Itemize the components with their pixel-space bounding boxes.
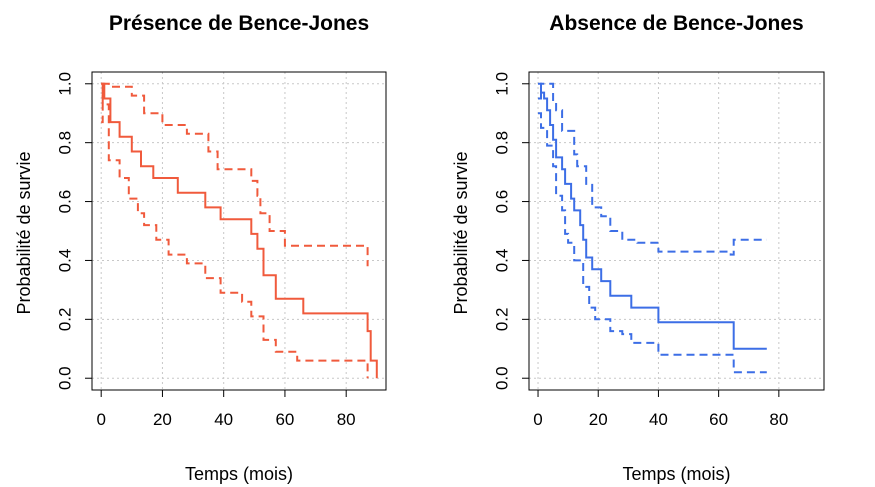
x-tick-label: 60 bbox=[709, 410, 728, 429]
chart-title: Présence de Bence-Jones bbox=[109, 12, 369, 35]
chart-title: Absence de Bence-Jones bbox=[549, 12, 803, 35]
x-tick-label: 40 bbox=[649, 410, 668, 429]
x-tick-label: 20 bbox=[589, 410, 608, 429]
upper-ci-line bbox=[538, 82, 767, 256]
plot-frame bbox=[528, 71, 825, 391]
x-tick-label: 80 bbox=[337, 410, 356, 429]
lower-ci-line bbox=[101, 82, 369, 379]
y-tick-label: 0.8 bbox=[493, 131, 512, 155]
y-tick-label: 0.8 bbox=[56, 131, 75, 155]
x-tick-label: 20 bbox=[153, 410, 172, 429]
y-axis-label: Probabilité de survie bbox=[451, 151, 471, 314]
y-tick-label: 0.6 bbox=[56, 190, 75, 214]
x-tick-label: 40 bbox=[214, 410, 233, 429]
y-tick-label: 0.0 bbox=[56, 366, 75, 390]
y-tick-label: 0.0 bbox=[493, 366, 512, 390]
x-tick-label: 80 bbox=[769, 410, 788, 429]
survival-curve-line bbox=[538, 82, 767, 350]
upper-ci-line bbox=[101, 82, 369, 267]
lower-ci-line bbox=[538, 112, 767, 374]
x-tick-label: 0 bbox=[96, 410, 105, 429]
y-tick-label: 0.6 bbox=[493, 190, 512, 214]
chart-panel-2: 0 20 40 60 80 0.0 0.2 0.4 0.6 0.8 1.0 Absence de Be… bbox=[451, 12, 825, 484]
y-tick-label: 0.2 bbox=[56, 308, 75, 332]
y-tick-label: 1.0 bbox=[56, 72, 75, 96]
y-tick-label: 1.0 bbox=[493, 72, 512, 96]
x-axis-label: Temps (mois) bbox=[185, 464, 293, 484]
y-tick-label: 0.4 bbox=[493, 249, 512, 273]
y-tick-label: 0.2 bbox=[493, 308, 512, 332]
x-tick-label: 0 bbox=[533, 410, 542, 429]
x-tick-label: 60 bbox=[275, 410, 294, 429]
y-axis-label: Probabilité de survie bbox=[14, 151, 34, 314]
plot-frame bbox=[91, 71, 387, 391]
y-tick-label: 0.4 bbox=[56, 249, 75, 273]
survival-curve-line bbox=[101, 82, 378, 379]
chart-panel-1: 0 20 40 60 80 0.0 0.2 0.4 0.6 0.8 1.0 Présence de B… bbox=[14, 12, 387, 484]
x-axis-label: Temps (mois) bbox=[622, 464, 730, 484]
